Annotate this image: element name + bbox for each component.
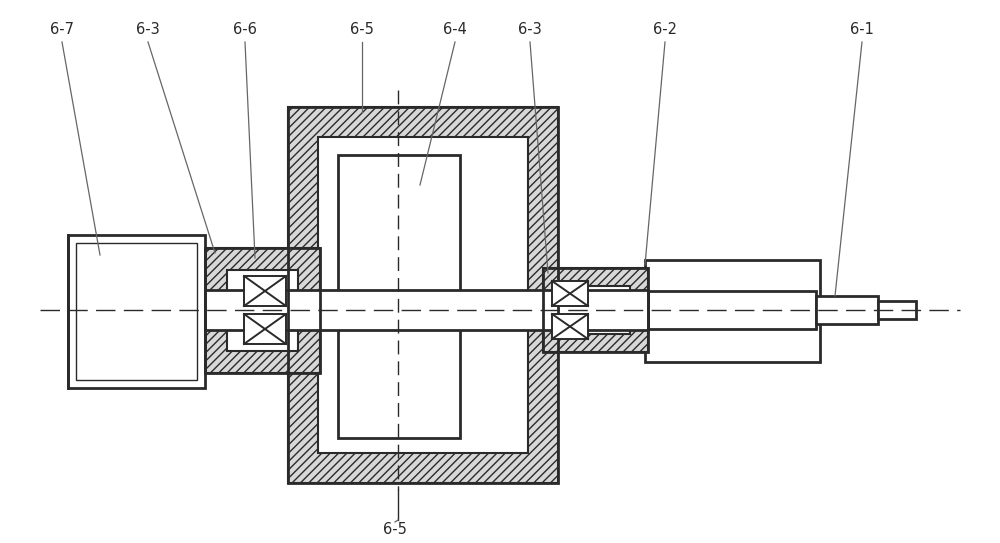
Text: 6-4: 6-4: [443, 22, 467, 37]
Bar: [561, 286, 630, 334]
Bar: [68, 235, 205, 388]
Text: 6-3: 6-3: [136, 22, 160, 37]
Bar: [648, 291, 816, 329]
Bar: [543, 268, 648, 352]
Bar: [552, 314, 588, 339]
Bar: [244, 276, 286, 306]
Bar: [878, 301, 916, 319]
Bar: [205, 290, 648, 330]
Bar: [288, 107, 558, 483]
Bar: [543, 268, 648, 352]
Text: 6-3: 6-3: [518, 22, 542, 37]
Bar: [816, 296, 878, 324]
Bar: [645, 260, 820, 362]
Text: 6-1: 6-1: [850, 22, 874, 37]
Bar: [552, 281, 588, 306]
Bar: [205, 248, 320, 373]
Text: 6-5: 6-5: [350, 22, 374, 37]
Bar: [76, 243, 197, 380]
Bar: [227, 270, 298, 351]
Bar: [318, 137, 528, 453]
Text: 6-2: 6-2: [653, 22, 677, 37]
Bar: [288, 107, 558, 483]
Bar: [288, 107, 558, 483]
Bar: [205, 248, 320, 373]
Text: 6-6: 6-6: [233, 22, 257, 37]
Bar: [338, 155, 460, 438]
Bar: [205, 248, 320, 373]
Bar: [543, 268, 648, 352]
Text: 6-5: 6-5: [383, 522, 407, 538]
Bar: [244, 314, 286, 344]
Text: 6-7: 6-7: [50, 22, 74, 37]
